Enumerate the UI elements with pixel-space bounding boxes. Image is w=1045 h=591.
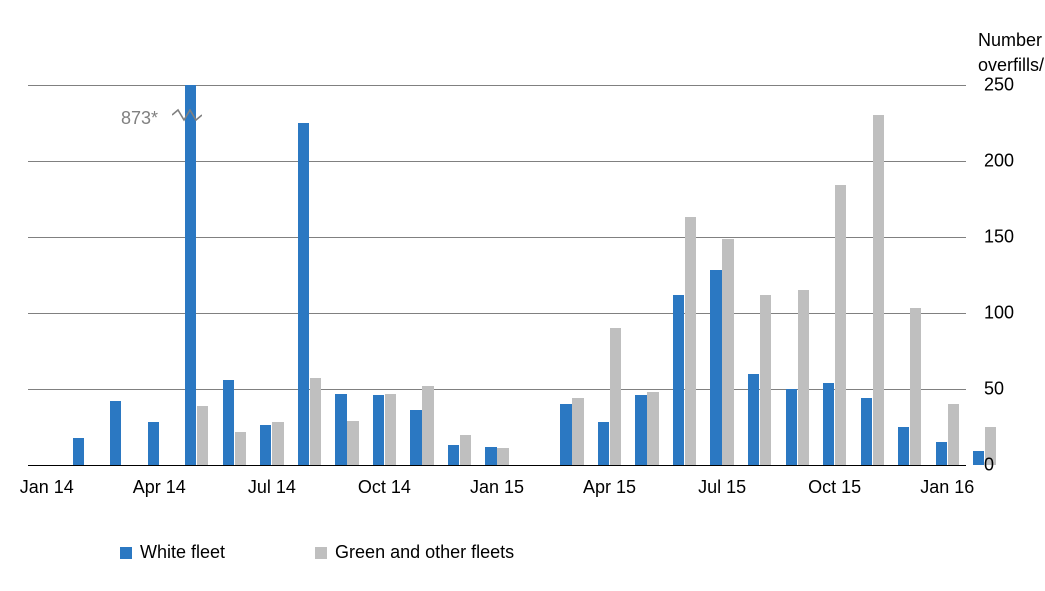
y-tick-label: 150 (984, 227, 1014, 248)
bar-white-fleet (298, 123, 309, 465)
bar-white-fleet (373, 395, 384, 465)
x-tick-label: Jul 14 (248, 477, 296, 498)
x-tick-label: Oct 14 (358, 477, 411, 498)
legend-label: Green and other fleets (335, 542, 514, 563)
bar-white-fleet (936, 442, 947, 465)
legend-swatch (120, 547, 132, 559)
bar-green-other-fleets (497, 448, 508, 465)
bar-white-fleet (260, 425, 271, 465)
axis-break-icon (172, 108, 202, 122)
gridline (28, 161, 966, 162)
bar-green-other-fleets (760, 295, 771, 465)
bar-white-fleet (148, 422, 159, 465)
legend-item: Green and other fleets (315, 542, 514, 563)
bar-green-other-fleets (272, 422, 283, 465)
bar-green-other-fleets (235, 432, 246, 465)
x-tick-label: Jan 15 (470, 477, 524, 498)
bar-green-other-fleets (422, 386, 433, 465)
bar-white-fleet (335, 394, 346, 465)
x-tick-label: Jan 14 (20, 477, 74, 498)
bar-green-other-fleets (910, 308, 921, 465)
bar-white-fleet (898, 427, 909, 465)
bar-white-fleet (223, 380, 234, 465)
x-tick-label: Oct 15 (808, 477, 861, 498)
clipped-bar-annotation: 873* (121, 108, 158, 129)
legend: White fleet Green and other fleets (120, 542, 514, 563)
bar-white-fleet (485, 447, 496, 465)
gridline (28, 237, 966, 238)
bar-green-other-fleets (685, 217, 696, 465)
bar-green-other-fleets (873, 115, 884, 465)
bar-green-other-fleets (572, 398, 583, 465)
bar-white-fleet (110, 401, 121, 465)
bar-green-other-fleets (310, 378, 321, 465)
bar-white-fleet (748, 374, 759, 465)
bar-green-other-fleets (798, 290, 809, 465)
bar-white-fleet (861, 398, 872, 465)
y-tick-label: 100 (984, 303, 1014, 324)
bar-white-fleet (560, 404, 571, 465)
x-tick-label: Apr 14 (133, 477, 186, 498)
y-tick-label: 50 (984, 379, 1004, 400)
gridline (28, 85, 966, 86)
bar-white-fleet (973, 451, 984, 465)
bar-green-other-fleets (722, 239, 733, 465)
x-tick-label: Apr 15 (583, 477, 636, 498)
y-tick-label: 250 (984, 75, 1014, 96)
bar-green-other-fleets (385, 394, 396, 465)
bar-white-fleet (786, 389, 797, 465)
y-tick-label: 200 (984, 151, 1014, 172)
x-tick-label: Jan 16 (920, 477, 974, 498)
bar-white-fleet (185, 85, 196, 465)
bar-white-fleet (673, 295, 684, 465)
bar-white-fleet (710, 270, 721, 465)
bar-white-fleet (73, 438, 84, 465)
chart-frame: Number of overfills/month 873* White fle… (0, 0, 1045, 591)
y-axis-title-line2: overfills/month (978, 55, 1045, 76)
bar-green-other-fleets (460, 435, 471, 465)
legend-label: White fleet (140, 542, 225, 563)
gridline (28, 313, 966, 314)
legend-item: White fleet (120, 542, 225, 563)
bar-white-fleet (410, 410, 421, 465)
bar-white-fleet (635, 395, 646, 465)
y-tick-label: 0 (984, 455, 994, 476)
y-axis-title-line1: Number of (978, 30, 1045, 51)
legend-swatch (315, 547, 327, 559)
bar-green-other-fleets (948, 404, 959, 465)
bar-green-other-fleets (647, 392, 658, 465)
plot-area (28, 85, 966, 466)
bar-white-fleet (598, 422, 609, 465)
x-tick-label: Jul 15 (698, 477, 746, 498)
bar-white-fleet (823, 383, 834, 465)
bar-green-other-fleets (835, 185, 846, 465)
bar-white-fleet (448, 445, 459, 465)
bar-green-other-fleets (197, 406, 208, 465)
bar-green-other-fleets (347, 421, 358, 465)
bar-green-other-fleets (610, 328, 621, 465)
